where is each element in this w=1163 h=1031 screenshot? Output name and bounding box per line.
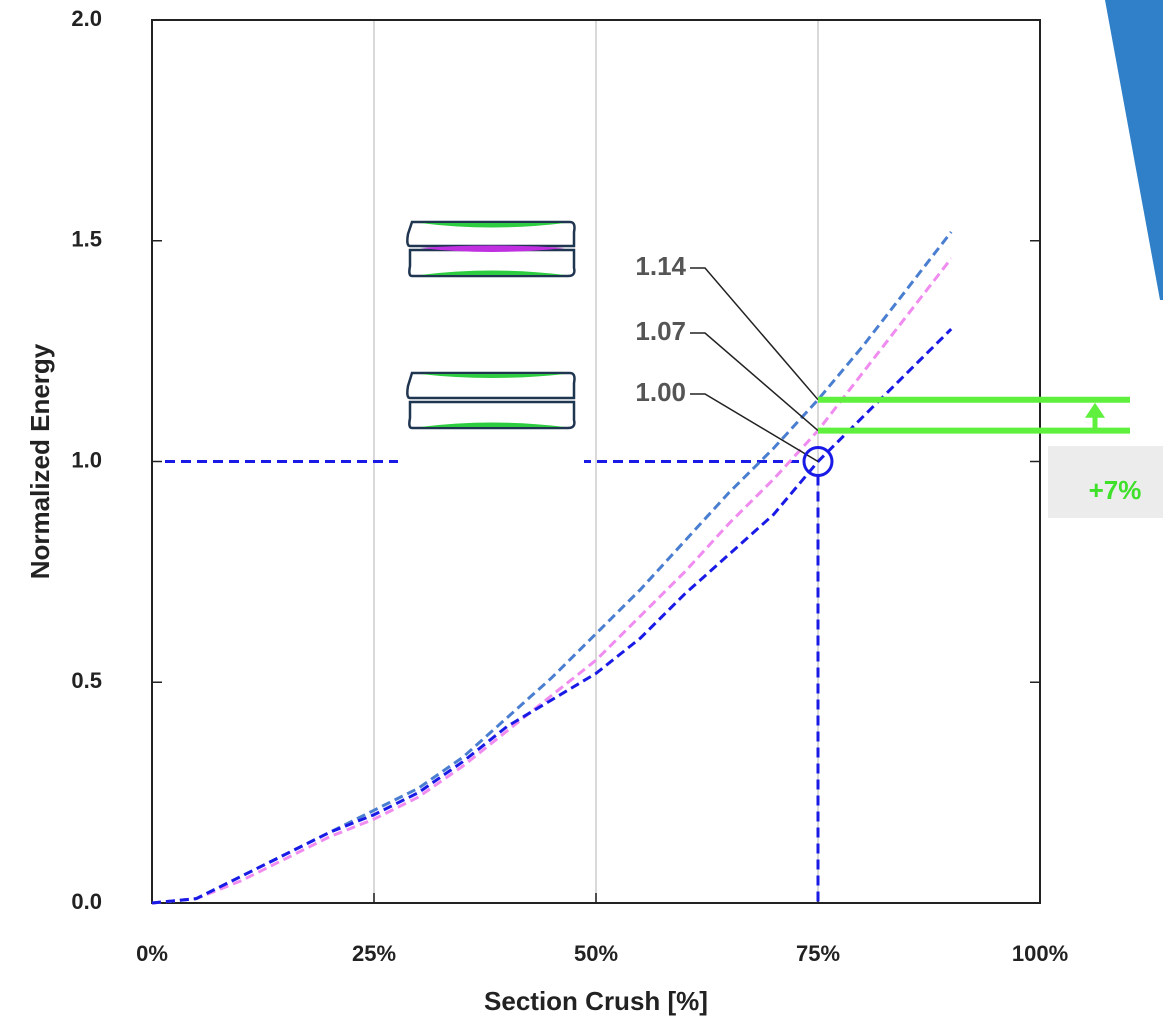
annotation-label: 1.00: [635, 377, 686, 407]
x-tick-label: 25%: [352, 941, 396, 966]
inset-3x: [398, 212, 584, 352]
annotation-label: 1.14: [635, 251, 686, 281]
x-tick-label: 0%: [136, 941, 168, 966]
plot-frame: [151, 19, 1041, 904]
delta-label: +7%: [1089, 475, 1142, 505]
x-axis-title: Section Crush [%]: [484, 986, 708, 1016]
leader-line: [690, 332, 819, 432]
x-tick-label: 75%: [796, 941, 840, 966]
y-tick-label: 0.0: [71, 889, 102, 914]
annotation-layer: 1.14 1.07 1.00 +7%: [635, 251, 1163, 518]
y-tick-label: 2.0: [71, 6, 102, 31]
y-tick-label: 0.5: [71, 668, 102, 693]
y-axis-title: Normalized Energy: [25, 343, 55, 579]
y-tick-label: 1.0: [71, 447, 102, 472]
series-line: [151, 257, 953, 905]
delta-box: [1048, 446, 1163, 518]
x-tick-label: 100%: [1012, 941, 1068, 966]
leader-line: [690, 267, 819, 401]
plot-area: 0% 25% 50% 75% 100% 0.0 0.5 1.0 1.5 2.0 Section Cr…: [25, 6, 1068, 1016]
inset-2x: [398, 365, 584, 495]
delta-arrow-head: [1085, 402, 1105, 418]
annotation-label: 1.07: [635, 316, 686, 346]
leader-line: [690, 393, 819, 463]
decoration: [1105, 0, 1163, 300]
y-tick-label: 1.5: [71, 227, 102, 252]
highlight-marker: [802, 446, 834, 477]
x-tick-label: 50%: [574, 941, 618, 966]
